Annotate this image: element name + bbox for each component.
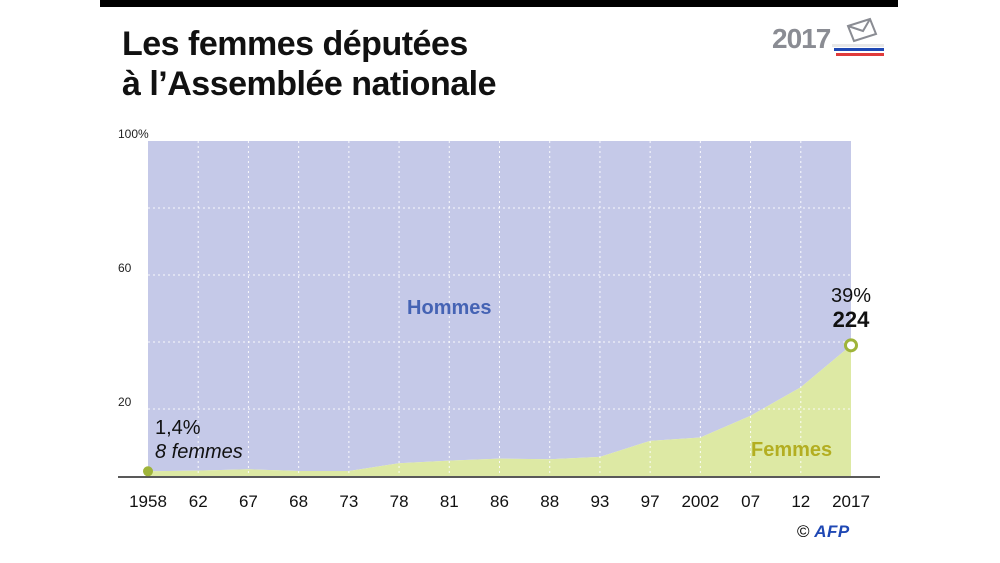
logo-year: 2017 — [772, 23, 831, 54]
x-axis: 1958 62 67 68 73 78 81 86 88 93 97 2002 07 12 2017 — [129, 492, 870, 511]
series-area-femmes — [148, 345, 851, 476]
x-tick-label: 86 — [490, 492, 509, 511]
x-tick-label: 93 — [590, 492, 609, 511]
x-tick-label: 73 — [339, 492, 358, 511]
election-2017-logo: 2017 — [772, 17, 884, 56]
top-bar — [100, 0, 898, 7]
y-tick-label: 60 — [118, 261, 132, 275]
series-label-hommes: Hommes — [407, 297, 491, 319]
annotation-end-count: 224 — [833, 307, 870, 332]
marker-end-point — [844, 338, 858, 353]
annotation-start-count: 8 femmes — [155, 441, 243, 463]
envelope-icon — [846, 17, 878, 43]
logo-stripe-white — [832, 44, 884, 47]
label-layer: Hommes Femmes 1,4%8 femmes 39%224 — [155, 285, 871, 463]
x-tick-label: 88 — [540, 492, 559, 511]
marker-start-point — [143, 466, 153, 477]
chart-title-line-2: à l’Assemblée nationale — [122, 65, 497, 103]
afp-logo: AFP — [814, 522, 850, 541]
x-tick-label: 81 — [440, 492, 459, 511]
annotation-end-pct: 39% — [831, 285, 871, 307]
annotation-start-pct: 1,4% — [155, 417, 201, 439]
chart-title-line-1: Les femmes députées — [122, 25, 468, 63]
x-tick-label: 1958 — [129, 492, 167, 511]
series-label-femmes: Femmes — [751, 439, 832, 461]
x-tick-label: 97 — [641, 492, 660, 511]
x-tick-label: 12 — [791, 492, 810, 511]
y-axis: 100% 60 20 — [118, 127, 149, 409]
marker-layer — [143, 338, 858, 477]
x-tick-label: 07 — [741, 492, 760, 511]
x-tick-label: 67 — [239, 492, 258, 511]
logo-stripe-red — [836, 53, 884, 56]
credit: © AFP — [797, 522, 850, 542]
x-tick-label: 2017 — [832, 492, 870, 511]
copyright-symbol: © — [797, 522, 810, 541]
y-tick-label: 100% — [118, 127, 149, 141]
x-tick-label: 68 — [289, 492, 308, 511]
x-tick-label: 2002 — [681, 492, 719, 511]
title-block: Les femmes députées à l’Assemblée nation… — [122, 24, 497, 104]
x-tick-label: 78 — [390, 492, 409, 511]
logo-stripe-blue — [834, 48, 884, 51]
x-tick-label: 62 — [189, 492, 208, 511]
y-tick-label: 20 — [118, 395, 132, 409]
area-layer — [148, 141, 851, 476]
